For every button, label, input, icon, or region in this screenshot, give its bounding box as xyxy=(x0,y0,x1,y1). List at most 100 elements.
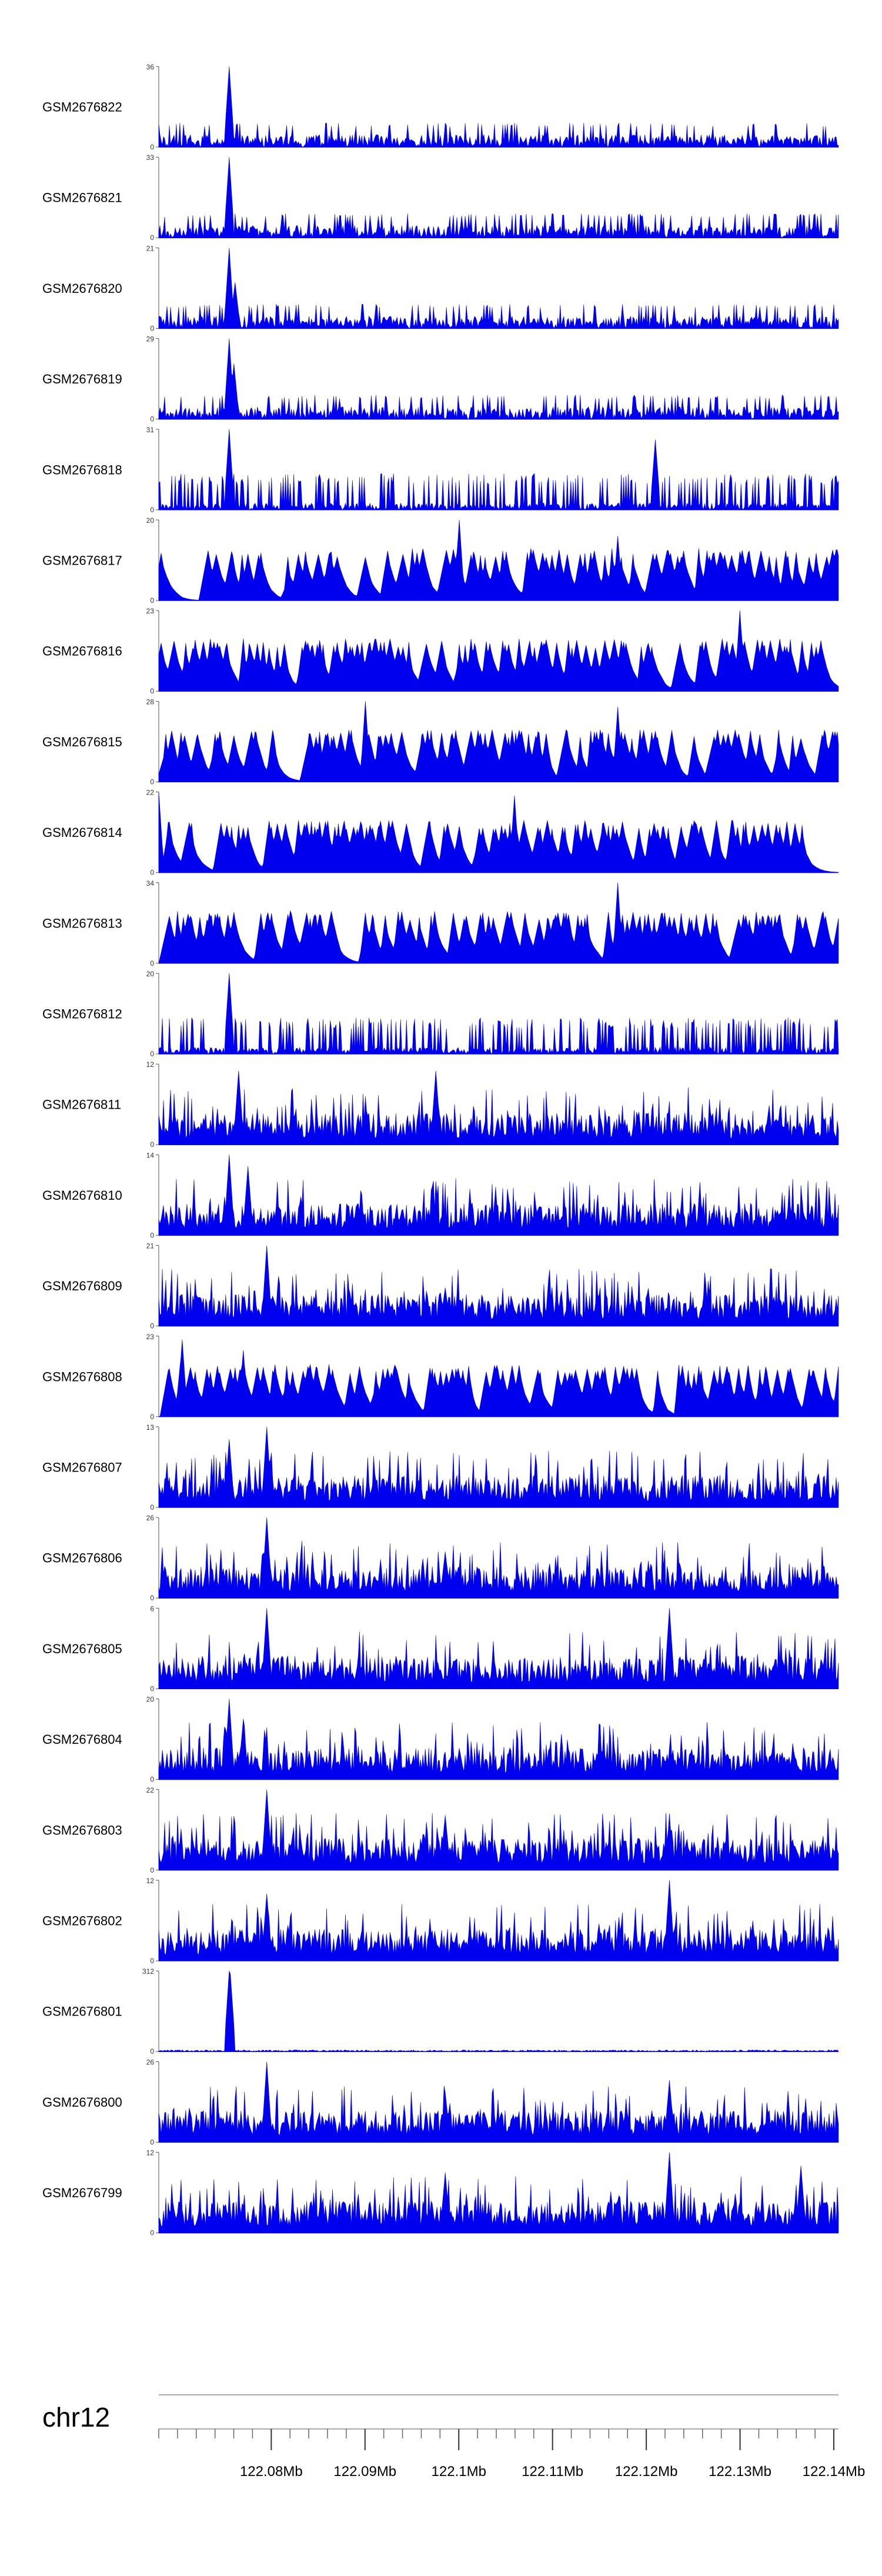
track-GSM2676810: GSM2676810 14 0 xyxy=(42,1151,839,1239)
axis-position-label: 122.08Mb xyxy=(240,2464,303,2480)
y-axis-min-label: 0 xyxy=(150,687,154,695)
coverage-area-GSM2676810 xyxy=(158,1154,839,1236)
track-GSM2676814: GSM2676814 22 0 xyxy=(42,789,839,877)
track-GSM2676813: GSM2676813 34 0 xyxy=(42,879,839,967)
y-axis-min-label: 0 xyxy=(150,869,154,877)
track-GSM2676803: GSM2676803 22 0 xyxy=(42,1786,839,1874)
coverage-area-GSM2676819 xyxy=(158,338,839,420)
track-GSM2676805: GSM2676805 6 0 xyxy=(42,1604,839,1693)
track-GSM2676818: GSM2676818 31 0 xyxy=(42,426,839,514)
y-axis-min-label: 0 xyxy=(150,1140,154,1149)
track-label: GSM2676807 xyxy=(42,1460,122,1475)
y-axis-max-label: 20 xyxy=(146,516,155,525)
y-axis-min-label: 0 xyxy=(150,1866,154,1874)
coverage-area-GSM2676799 xyxy=(158,2152,839,2233)
y-axis-min-label: 0 xyxy=(150,2138,154,2146)
track-label: GSM2676800 xyxy=(42,2095,122,2110)
coverage-area-GSM2676816 xyxy=(158,610,839,692)
chromosome-label: chr12 xyxy=(42,2402,110,2432)
track-GSM2676809: GSM2676809 21 0 xyxy=(42,1242,839,1330)
y-axis-max-label: 20 xyxy=(146,1696,155,1704)
y-axis-max-label: 34 xyxy=(146,879,155,887)
y-axis-max-label: 26 xyxy=(146,2058,155,2066)
axis-position-label: 122.09Mb xyxy=(333,2464,396,2480)
y-axis-max-label: 28 xyxy=(146,698,155,706)
axis-position-label: 122.1Mb xyxy=(432,2464,486,2480)
coverage-area-GSM2676805 xyxy=(158,1608,839,1689)
track-label: GSM2676814 xyxy=(42,825,122,840)
coverage-area-GSM2676812 xyxy=(158,973,839,1055)
coverage-area-GSM2676814 xyxy=(158,792,839,873)
coverage-area-GSM2676822 xyxy=(158,66,839,148)
y-axis-min-label: 0 xyxy=(150,1684,154,1693)
track-label: GSM2676818 xyxy=(42,462,122,477)
coverage-area-GSM2676803 xyxy=(158,1789,839,1871)
y-axis-min-label: 0 xyxy=(150,1050,154,1058)
track-GSM2676820: GSM2676820 21 0 xyxy=(42,244,839,332)
coverage-area-GSM2676806 xyxy=(158,1517,839,1599)
track-label: GSM2676801 xyxy=(42,2004,122,2019)
track-label: GSM2676806 xyxy=(42,1551,122,1566)
coverage-area-GSM2676815 xyxy=(158,701,839,782)
track-label: GSM2676812 xyxy=(42,1007,122,1022)
coverage-area-GSM2676820 xyxy=(158,248,839,329)
coverage-area-GSM2676804 xyxy=(158,1699,839,1780)
y-axis-min-label: 0 xyxy=(150,1322,154,1330)
y-axis-min-label: 0 xyxy=(150,1776,154,1784)
y-axis-min-label: 0 xyxy=(150,1594,154,1602)
track-label: GSM2676804 xyxy=(42,1732,122,1747)
y-axis-min-label: 0 xyxy=(150,233,154,242)
y-axis-min-label: 0 xyxy=(150,324,154,332)
track-GSM2676812: GSM2676812 20 0 xyxy=(42,970,839,1058)
y-axis-max-label: 12 xyxy=(146,2149,155,2157)
track-GSM2676819: GSM2676819 29 0 xyxy=(42,335,839,423)
coverage-area-GSM2676802 xyxy=(158,1880,839,1961)
axis-position-label: 122.11Mb xyxy=(522,2464,583,2480)
track-GSM2676800: GSM2676800 26 0 xyxy=(42,2058,839,2146)
y-axis-max-label: 21 xyxy=(146,244,155,252)
track-GSM2676816: GSM2676816 23 0 xyxy=(42,607,839,695)
coverage-area-GSM2676807 xyxy=(158,1426,839,1508)
y-axis-max-label: 12 xyxy=(146,1060,155,1069)
y-axis-min-label: 0 xyxy=(150,2047,154,2056)
track-label: GSM2676809 xyxy=(42,1279,122,1293)
y-axis-max-label: 31 xyxy=(146,426,155,434)
genome-axis-ticks: 122.08Mb 122.09Mb 122.1Mb 122.11Mb 122.12Mb 1… xyxy=(158,2429,865,2480)
y-axis-max-label: 22 xyxy=(146,789,155,797)
chromosome-axis: chr12 122.08Mb 122.09Mb 122.1Mb 122.11Mb 122… xyxy=(42,2394,865,2480)
track-label: GSM2676805 xyxy=(42,1641,122,1656)
coverage-area-GSM2676801 xyxy=(158,1971,839,2052)
y-axis-max-label: 312 xyxy=(142,1967,154,1976)
coverage-area-GSM2676813 xyxy=(158,882,839,964)
track-GSM2676801: GSM2676801 312 0 xyxy=(42,1967,839,2056)
coverage-area-GSM2676817 xyxy=(158,519,839,601)
track-GSM2676802: GSM2676802 12 0 xyxy=(42,1877,839,1965)
y-axis-max-label: 14 xyxy=(146,1151,155,1159)
y-axis-min-label: 0 xyxy=(150,778,154,786)
y-axis-min-label: 0 xyxy=(150,959,154,967)
track-GSM2676806: GSM2676806 26 0 xyxy=(42,1514,839,1602)
track-label: GSM2676813 xyxy=(42,916,122,930)
track-GSM2676815: GSM2676815 28 0 xyxy=(42,698,839,786)
track-GSM2676822: GSM2676822 36 0 xyxy=(42,63,839,151)
coverage-tracks: GSM2676822360GSM2676821330GSM2676820210G… xyxy=(42,63,839,2237)
coverage-area-GSM2676800 xyxy=(158,2061,839,2143)
y-axis-max-label: 21 xyxy=(146,1242,155,1250)
track-GSM2676804: GSM2676804 20 0 xyxy=(42,1696,839,1784)
axis-position-label: 122.12Mb xyxy=(615,2464,678,2480)
track-label: GSM2676816 xyxy=(42,644,122,659)
track-GSM2676807: GSM2676807 13 0 xyxy=(42,1423,839,1511)
y-axis-min-label: 0 xyxy=(150,506,154,514)
track-label: GSM2676821 xyxy=(42,191,122,205)
y-axis-max-label: 26 xyxy=(146,1514,155,1522)
y-axis-max-label: 33 xyxy=(146,154,155,162)
y-axis-max-label: 23 xyxy=(146,607,155,615)
track-label: GSM2676810 xyxy=(42,1188,122,1203)
y-axis-max-label: 29 xyxy=(146,335,155,343)
track-label: GSM2676803 xyxy=(42,1823,122,1837)
y-axis-max-label: 36 xyxy=(146,63,155,71)
y-axis-min-label: 0 xyxy=(150,1957,154,1965)
coverage-area-GSM2676808 xyxy=(159,1339,839,1417)
y-axis-min-label: 0 xyxy=(150,1413,154,1421)
